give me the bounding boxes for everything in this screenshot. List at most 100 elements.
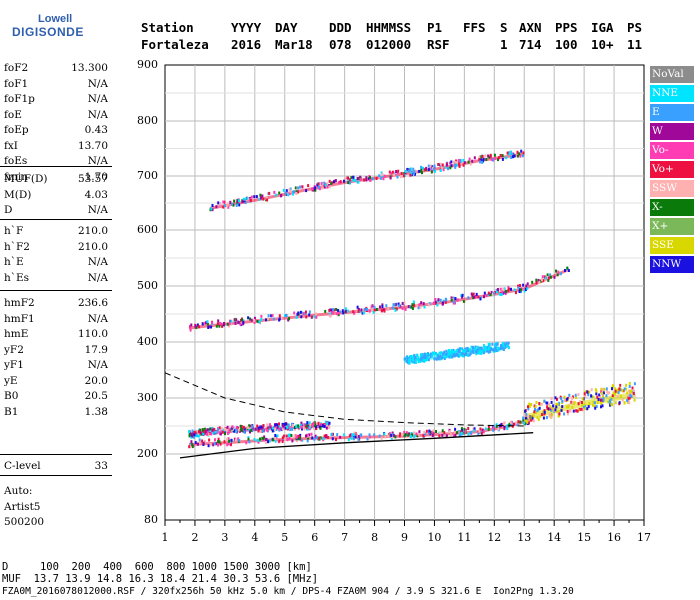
echo-point [219, 442, 222, 446]
echo-point [453, 430, 456, 434]
echo-point [502, 342, 505, 346]
echo-point [507, 341, 510, 345]
echo-point [339, 180, 342, 184]
echo-point [629, 389, 632, 393]
echo-point [207, 433, 210, 436]
echo-point [458, 161, 461, 165]
echo-point [295, 435, 298, 439]
echo-point [403, 172, 406, 175]
echo-point [322, 437, 325, 440]
echo-point [254, 318, 257, 322]
echo-point [209, 442, 212, 446]
echo-point [274, 439, 277, 443]
echo-point [505, 341, 508, 345]
echo-point [409, 168, 412, 172]
echo-point [393, 303, 396, 307]
echo-point [409, 173, 412, 177]
echo-point [283, 424, 286, 428]
echo-point [235, 425, 238, 429]
echo-point [302, 312, 305, 316]
echo-point [548, 402, 551, 406]
echo-point [488, 155, 491, 159]
echo-point [372, 310, 375, 314]
param-name: MUF(D) [4, 173, 48, 185]
profile-line [179, 432, 534, 459]
echo-point [287, 434, 290, 438]
echo-point [229, 319, 232, 323]
echo-point [279, 427, 282, 430]
echo-point [368, 433, 371, 437]
echo-point [618, 389, 621, 393]
echo-point [439, 355, 442, 358]
echo-point [224, 432, 226, 436]
echo-point [551, 413, 554, 417]
echo-point [248, 424, 251, 428]
param-name: D [4, 204, 13, 216]
param-name: yE [4, 374, 18, 387]
echo-point [307, 424, 310, 428]
echo-point [267, 440, 270, 444]
echo-point [362, 311, 365, 315]
echo-point [211, 428, 214, 432]
echo-point [575, 396, 578, 400]
echo-point [243, 430, 246, 434]
echo-point [217, 440, 220, 444]
param-name: fxI [4, 139, 18, 152]
echo-point [451, 355, 454, 359]
echo-point [360, 433, 363, 437]
echo-point [403, 430, 406, 434]
echo-point [529, 404, 531, 408]
echo-point [313, 437, 316, 441]
echo-point [314, 312, 317, 316]
echo-point [546, 273, 549, 277]
echo-point [483, 295, 485, 299]
echo-point [380, 176, 382, 180]
echo-point [506, 426, 509, 430]
param-row: foEs N/A [4, 155, 108, 169]
echo-point [495, 423, 498, 427]
param-name: foEs [4, 155, 28, 167]
echo-point [224, 427, 227, 431]
echo-point [371, 177, 374, 181]
echo-point [266, 429, 269, 432]
echo-point [228, 428, 231, 432]
echo-point [453, 300, 455, 304]
echo-point [600, 387, 603, 391]
echo-point [503, 345, 505, 349]
echo-point [213, 428, 216, 431]
param-name: C-level [4, 460, 41, 472]
echo-point [603, 387, 606, 391]
echo-point [501, 346, 504, 350]
echo-point [188, 445, 191, 449]
echo-point [247, 316, 250, 320]
echo-point [580, 407, 583, 411]
echo-point [307, 436, 309, 440]
echo-point [228, 322, 231, 326]
echo-point [272, 317, 275, 321]
echo-point [227, 442, 230, 446]
echo-point [563, 395, 566, 399]
echo-point [250, 195, 253, 199]
echo-point [242, 425, 245, 429]
echo-point [214, 430, 217, 434]
echo-point [472, 345, 475, 349]
echo-point [607, 400, 610, 404]
echo-point [626, 399, 629, 402]
x-tick-label: 13 [517, 531, 532, 544]
footer-distance-row: D 100 200 400 600 800 1000 1500 3000 [km… [2, 561, 312, 573]
legend-item-w: W [650, 123, 694, 140]
echo-point [229, 426, 232, 430]
echo-point [328, 425, 331, 429]
echo-point [540, 402, 543, 406]
echo-point [388, 170, 391, 174]
echo-point [222, 200, 225, 204]
echo-point [241, 318, 243, 322]
echo-point [282, 424, 284, 428]
echo-point [455, 431, 457, 435]
echo-point [415, 357, 418, 361]
echo-point [440, 356, 443, 360]
echo-point [226, 428, 229, 432]
param-name: h`E [4, 256, 24, 268]
echo-point [207, 444, 210, 448]
echo-point [411, 307, 414, 310]
